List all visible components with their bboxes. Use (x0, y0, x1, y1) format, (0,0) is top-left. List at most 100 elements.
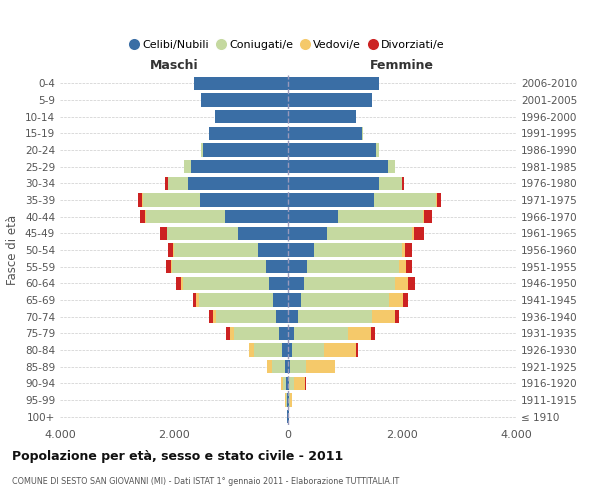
Bar (160, 226, 167, 240)
Bar (324, 344, 356, 356)
Bar (196, 294, 199, 306)
Bar (167, 226, 238, 240)
Bar (288, 210, 338, 224)
Bar (288, 194, 373, 206)
Bar (201, 144, 203, 156)
Bar (168, 244, 173, 256)
Bar (288, 360, 290, 374)
Bar (412, 226, 414, 240)
Bar (289, 394, 290, 406)
Bar (188, 176, 288, 190)
Bar (281, 376, 283, 390)
Bar (279, 326, 288, 340)
Bar (269, 276, 288, 290)
Bar (288, 226, 327, 240)
Bar (273, 294, 288, 306)
Bar (338, 210, 423, 224)
Bar (230, 326, 235, 340)
Bar (402, 244, 406, 256)
Bar (254, 344, 283, 356)
Text: COMUNE DI SESTO SAN GIOVANNI (MI) - Dati ISTAT 1° gennaio 2011 - Elaborazione TU: COMUNE DI SESTO SAN GIOVANNI (MI) - Dati… (12, 478, 399, 486)
Bar (406, 244, 412, 256)
Bar (209, 126, 288, 140)
Bar (259, 244, 288, 256)
Bar (372, 310, 395, 324)
Bar (165, 176, 168, 190)
Bar (414, 226, 424, 240)
Bar (288, 160, 388, 173)
Bar (349, 326, 371, 340)
Bar (203, 144, 288, 156)
Y-axis label: Fasce di età: Fasce di età (7, 215, 19, 285)
Bar (307, 260, 398, 274)
Bar (216, 310, 276, 324)
Bar (183, 276, 269, 290)
Bar (235, 326, 279, 340)
Bar (388, 160, 395, 173)
Bar (288, 76, 379, 90)
Bar (181, 276, 183, 290)
Text: Femmine: Femmine (370, 58, 434, 71)
Bar (176, 276, 181, 290)
Text: Popolazione per età, sesso e stato civile - 2011: Popolazione per età, sesso e stato civil… (12, 450, 343, 463)
Bar (200, 194, 288, 206)
Bar (166, 260, 170, 274)
Bar (286, 376, 288, 390)
Bar (140, 210, 145, 224)
Bar (194, 76, 288, 90)
Bar (213, 310, 216, 324)
Bar (301, 294, 389, 306)
Bar (294, 376, 305, 390)
Bar (395, 276, 408, 290)
Bar (238, 226, 288, 240)
Bar (290, 394, 292, 406)
Bar (172, 260, 266, 274)
Bar (170, 260, 172, 274)
Bar (389, 294, 403, 306)
Bar (284, 360, 288, 374)
Bar (373, 194, 436, 206)
Bar (423, 210, 424, 224)
Bar (371, 326, 375, 340)
Bar (138, 194, 142, 206)
Bar (193, 294, 196, 306)
Bar (201, 94, 288, 106)
Bar (298, 310, 372, 324)
Bar (283, 344, 288, 356)
Bar (226, 326, 230, 340)
Bar (268, 360, 272, 374)
Bar (283, 376, 286, 390)
Bar (292, 344, 324, 356)
Bar (437, 194, 442, 206)
Bar (379, 176, 402, 190)
Bar (286, 394, 287, 406)
Bar (168, 176, 188, 190)
Bar (287, 394, 288, 406)
Bar (376, 144, 379, 156)
Bar (288, 344, 292, 356)
Bar (356, 344, 358, 356)
Bar (408, 276, 415, 290)
Bar (288, 244, 314, 256)
Bar (209, 310, 213, 324)
Bar (288, 176, 379, 190)
Bar (406, 260, 412, 274)
Bar (191, 160, 288, 173)
Bar (288, 310, 298, 324)
Bar (272, 360, 284, 374)
Bar (146, 210, 226, 224)
Bar (249, 344, 254, 356)
Bar (288, 376, 289, 390)
Bar (266, 260, 288, 274)
Bar (276, 310, 288, 324)
Bar (288, 326, 294, 340)
Bar (304, 276, 395, 290)
Bar (184, 160, 191, 173)
Bar (327, 226, 412, 240)
Bar (226, 210, 288, 224)
Bar (288, 260, 307, 274)
Legend: Celibi/Nubili, Coniugati/e, Vedovi/e, Divorziati/e: Celibi/Nubili, Coniugati/e, Vedovi/e, Di… (127, 35, 449, 54)
Bar (403, 294, 408, 306)
Bar (288, 110, 356, 124)
Bar (314, 244, 402, 256)
